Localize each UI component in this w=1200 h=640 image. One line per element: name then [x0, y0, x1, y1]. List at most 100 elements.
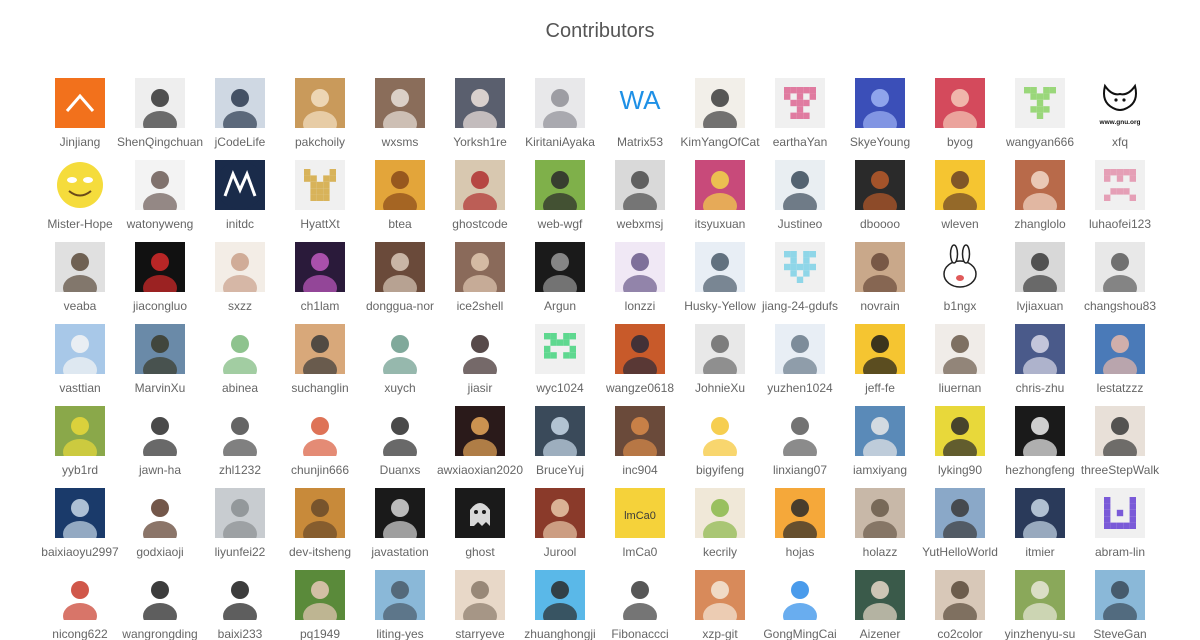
avatar[interactable] — [375, 242, 425, 292]
contributor-item[interactable]: wyc1024 — [520, 324, 600, 406]
contributor-name[interactable]: Fibonaccci — [611, 627, 669, 640]
avatar[interactable] — [375, 570, 425, 620]
avatar[interactable] — [135, 488, 185, 538]
contributor-name[interactable]: threeStepWalk — [1080, 463, 1160, 477]
contributor-name[interactable]: jawn-ha — [138, 463, 182, 477]
contributor-item[interactable]: threeStepWalk — [1080, 406, 1160, 488]
avatar[interactable] — [55, 160, 105, 210]
contributor-item[interactable]: MarvinXu — [120, 324, 200, 406]
contributor-name[interactable]: btea — [388, 217, 412, 231]
contributor-name[interactable]: jeff-fe — [865, 381, 895, 395]
contributor-item[interactable]: btea — [360, 160, 440, 242]
contributor-item[interactable]: suchanglin — [280, 324, 360, 406]
contributor-item[interactable]: Jinjiang — [40, 78, 120, 160]
contributor-name[interactable]: ch1lam — [300, 299, 340, 313]
contributor-item[interactable]: www.gnu.org xfq — [1080, 78, 1160, 160]
avatar[interactable] — [695, 160, 745, 210]
contributor-item[interactable]: lvjiaxuan — [1000, 242, 1080, 324]
avatar[interactable] — [695, 406, 745, 456]
contributor-item[interactable]: liuernan — [920, 324, 1000, 406]
contributor-item[interactable]: kecrily — [680, 488, 760, 570]
contributor-name[interactable]: jiacongluo — [132, 299, 188, 313]
contributor-item[interactable]: hezhongfeng — [1000, 406, 1080, 488]
contributor-item[interactable]: Yorksh1re — [440, 78, 520, 160]
contributor-name[interactable]: zhanglolo — [1014, 217, 1066, 231]
avatar[interactable] — [455, 78, 505, 128]
contributor-name[interactable]: linxiang07 — [772, 463, 828, 477]
contributor-item[interactable]: wxsms — [360, 78, 440, 160]
contributor-name[interactable]: xuych — [384, 381, 416, 395]
contributor-name[interactable]: veaba — [63, 299, 97, 313]
contributor-name[interactable]: wleven — [941, 217, 979, 231]
contributor-item[interactable]: b1ngx — [920, 242, 1000, 324]
contributor-name[interactable]: novrain — [860, 299, 900, 313]
avatar[interactable] — [135, 406, 185, 456]
contributor-name[interactable]: pakchoily — [294, 135, 346, 149]
contributor-item[interactable]: Justineo — [760, 160, 840, 242]
contributor-item[interactable]: jiang-24-gdufs — [760, 242, 840, 324]
contributor-item[interactable]: novrain — [840, 242, 920, 324]
avatar[interactable] — [1095, 488, 1145, 538]
contributor-name[interactable]: ghostcode — [452, 217, 508, 231]
avatar[interactable] — [135, 570, 185, 620]
contributor-item[interactable]: changshou83 — [1080, 242, 1160, 324]
avatar[interactable] — [455, 488, 505, 538]
contributor-item[interactable]: jiacongluo — [120, 242, 200, 324]
avatar[interactable] — [215, 570, 265, 620]
contributor-item[interactable]: byog — [920, 78, 1000, 160]
contributor-item[interactable]: luhaofei123 — [1080, 160, 1160, 242]
avatar[interactable] — [215, 406, 265, 456]
contributor-name[interactable]: KimYangOfCat — [680, 135, 760, 149]
contributor-name[interactable]: liyunfei22 — [214, 545, 266, 559]
contributor-item[interactable]: watonyweng — [120, 160, 200, 242]
contributor-name[interactable]: SkyeYoung — [849, 135, 911, 149]
contributor-name[interactable]: KiritaniAyaka — [525, 135, 595, 149]
contributor-name[interactable]: baixi233 — [217, 627, 263, 640]
contributor-name[interactable]: liting-yes — [376, 627, 424, 640]
avatar[interactable] — [935, 78, 985, 128]
contributor-item[interactable]: abram-lin — [1080, 488, 1160, 570]
contributor-name[interactable]: MarvinXu — [134, 381, 186, 395]
contributor-name[interactable]: jiasir — [467, 381, 493, 395]
contributor-name[interactable]: luhaofei123 — [1088, 217, 1152, 231]
contributor-name[interactable]: SteveGan — [1093, 627, 1147, 640]
avatar[interactable] — [375, 160, 425, 210]
contributor-item[interactable]: GongMingCai — [760, 570, 840, 640]
avatar[interactable] — [55, 78, 105, 128]
contributor-item[interactable]: ch1lam — [280, 242, 360, 324]
contributor-item[interactable]: yuzhen1024 — [760, 324, 840, 406]
avatar[interactable] — [1095, 570, 1145, 620]
avatar[interactable] — [935, 488, 985, 538]
avatar[interactable] — [615, 242, 665, 292]
contributor-item[interactable]: KiritaniAyaka — [520, 78, 600, 160]
contributor-item[interactable]: dboooo — [840, 160, 920, 242]
avatar[interactable] — [855, 406, 905, 456]
contributor-name[interactable]: hojas — [785, 545, 815, 559]
contributor-item[interactable]: JohnieXu — [680, 324, 760, 406]
contributor-name[interactable]: iamxiyang — [852, 463, 908, 477]
contributor-name[interactable]: itmier — [1025, 545, 1055, 559]
avatar[interactable] — [535, 324, 585, 374]
contributor-name[interactable]: Mister-Hope — [47, 217, 113, 231]
avatar[interactable] — [455, 160, 505, 210]
avatar[interactable] — [55, 488, 105, 538]
contributor-name[interactable]: dboooo — [859, 217, 901, 231]
contributor-item[interactable]: ice2shell — [440, 242, 520, 324]
avatar[interactable] — [135, 242, 185, 292]
contributor-name[interactable]: suchanglin — [291, 381, 349, 395]
avatar[interactable] — [215, 78, 265, 128]
avatar[interactable] — [215, 488, 265, 538]
contributor-name[interactable]: wangze0618 — [605, 381, 675, 395]
avatar[interactable] — [615, 570, 665, 620]
avatar[interactable] — [855, 78, 905, 128]
contributor-item[interactable]: web-wgf — [520, 160, 600, 242]
contributor-name[interactable]: byog — [946, 135, 974, 149]
contributor-item[interactable]: yinzhenyu-su — [1000, 570, 1080, 640]
contributor-name[interactable]: Jurool — [543, 545, 577, 559]
contributor-name[interactable]: Yorksh1re — [453, 135, 507, 149]
contributor-item[interactable]: wangyan666 — [1000, 78, 1080, 160]
avatar[interactable] — [615, 406, 665, 456]
avatar[interactable] — [215, 324, 265, 374]
contributor-name[interactable]: bigyifeng — [695, 463, 745, 477]
contributor-name[interactable]: zhuanghongji — [524, 627, 596, 640]
